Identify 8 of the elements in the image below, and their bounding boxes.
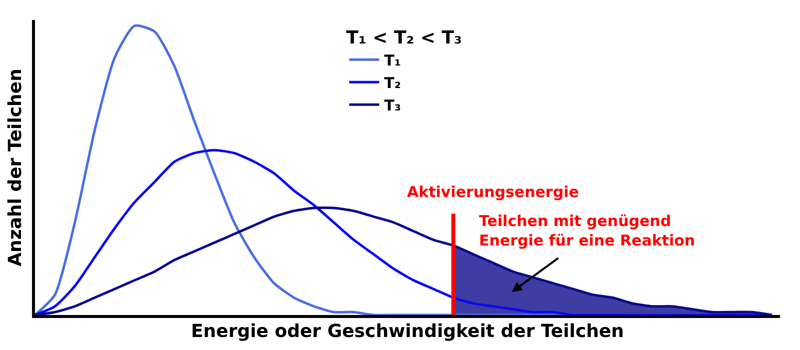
annotation: Aktivierungsenergie [407,183,579,201]
legend-label: T₁ [384,52,401,70]
legend-label: T₃ [384,96,401,114]
x-axis-title: Energie oder Geschwindigkeit der Teilchen [191,321,624,342]
legend-title: T₁ < T₂ < T₃ [346,27,462,48]
legend-label: T₂ [384,74,401,92]
y-axis-title: Anzahl der Teilchen [5,68,26,266]
annotation: Teilchen mit genügend Energie für eine Reaktion [479,212,696,250]
